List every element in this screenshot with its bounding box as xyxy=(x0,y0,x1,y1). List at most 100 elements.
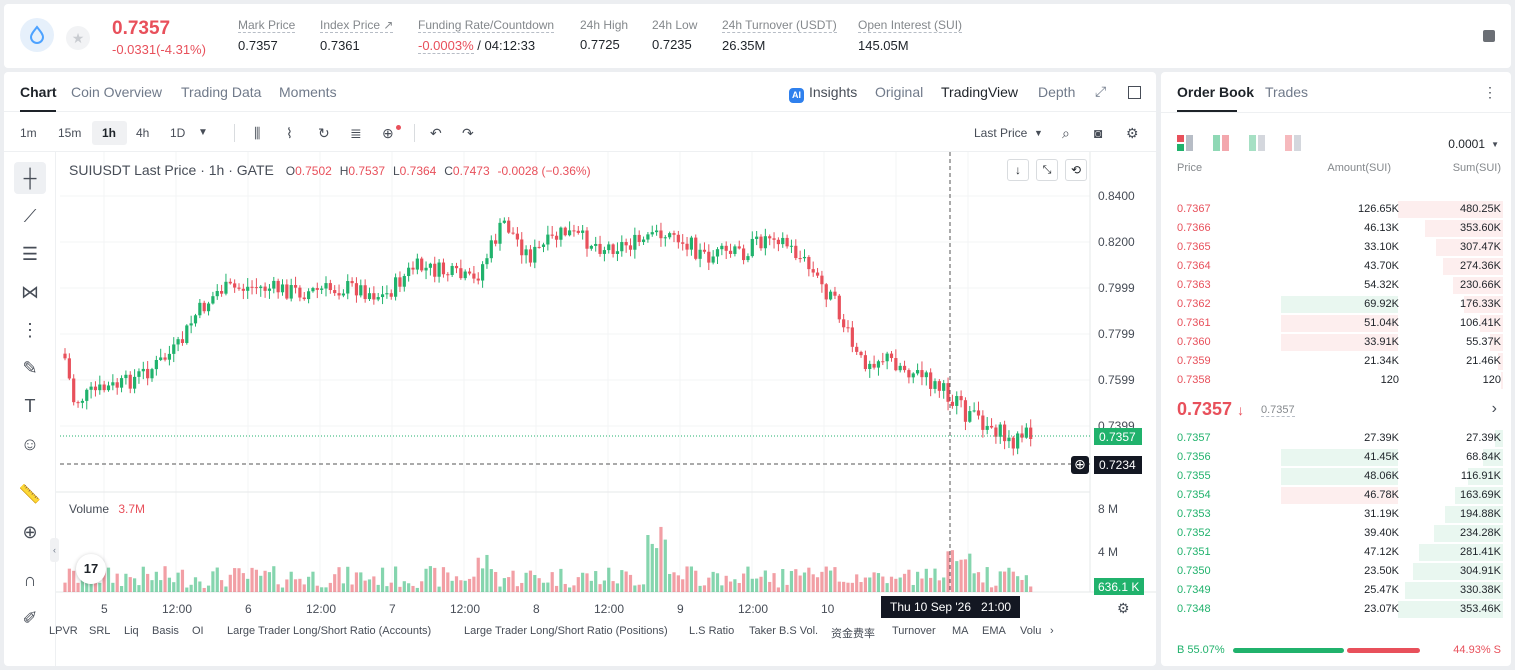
view-tradingview[interactable]: TradingView xyxy=(941,84,1019,100)
bid-row[interactable]: 0.7351 47.12K 281.41K xyxy=(1161,543,1511,562)
mid-price: 0.7357 ↓ xyxy=(1177,399,1244,420)
indicator-tab[interactable]: MA xyxy=(952,625,969,637)
tab-moments[interactable]: Moments xyxy=(279,84,337,100)
view-original[interactable]: Original xyxy=(875,84,924,100)
interval-dropdown-icon[interactable]: ▼ xyxy=(198,127,208,138)
indicator-tab[interactable]: Turnover xyxy=(892,625,936,637)
templates-icon[interactable]: ≣ xyxy=(350,125,362,141)
interval-4h[interactable]: 4h xyxy=(136,126,150,140)
axis-settings-icon[interactable]: ⚙ xyxy=(1117,600,1130,616)
indicator-tab[interactable]: OI xyxy=(192,625,204,637)
bid-row[interactable]: 0.7353 31.19K 194.88K xyxy=(1161,505,1511,524)
fib-icon[interactable]: ⋮ xyxy=(21,320,39,340)
depth-bar xyxy=(1398,601,1503,618)
bid-row[interactable]: 0.7348 23.07K 353.46K xyxy=(1161,600,1511,619)
bid-row[interactable]: 0.7357 27.39K 27.39K xyxy=(1161,429,1511,448)
zoom-in-icon[interactable]: ⊕ xyxy=(22,522,38,542)
ask-row[interactable]: 0.7360 33.91K 55.37K xyxy=(1161,333,1511,352)
stat-index-price[interactable]: Index Price ↗ 0.7361 xyxy=(320,18,394,53)
indicator-tab[interactable]: SRL xyxy=(89,625,111,637)
depth-bar xyxy=(1468,468,1503,485)
bid-row[interactable]: 0.7355 48.06K 116.91K xyxy=(1161,467,1511,486)
tab-order-book[interactable]: Order Book xyxy=(1177,84,1255,100)
ask-row[interactable]: 0.7361 51.04K 106.41K xyxy=(1161,314,1511,333)
bid-row[interactable]: 0.7354 46.78K 163.69K xyxy=(1161,486,1511,505)
window-mode-icon[interactable] xyxy=(1128,86,1141,99)
add-order-plus-icon[interactable]: ⊕ xyxy=(1071,456,1089,474)
emoji-icon[interactable]: ☺ xyxy=(20,434,40,454)
ask-row[interactable]: 0.7362 69.92K 176.33K xyxy=(1161,295,1511,314)
scroll-down-icon[interactable]: ↓ xyxy=(1007,159,1029,181)
indicator-tab[interactable]: LPVR xyxy=(49,625,78,637)
bid-row[interactable]: 0.7352 39.40K 234.28K xyxy=(1161,524,1511,543)
book-view-icons[interactable] xyxy=(1177,134,1317,152)
undo-icon[interactable]: ↶ xyxy=(430,125,442,141)
sell-ratio: 44.93% S xyxy=(1453,644,1501,656)
tab-trades[interactable]: Trades xyxy=(1265,84,1309,100)
ask-row[interactable]: 0.7363 54.32K 230.66K xyxy=(1161,276,1511,295)
ask-row[interactable]: 0.7364 43.70K 274.36K xyxy=(1161,257,1511,276)
tradingview-logo-icon[interactable]: 17 xyxy=(76,554,106,584)
price-type-dropdown-icon[interactable]: ▼ xyxy=(1034,128,1043,138)
indicators-icon[interactable]: ⌇ xyxy=(286,125,293,141)
favorite-star-icon[interactable]: ★ xyxy=(66,26,90,50)
candlestick-chart[interactable] xyxy=(4,72,1156,666)
volume-bar xyxy=(772,573,776,592)
refresh-icon[interactable]: ⟲ xyxy=(1065,159,1087,181)
indicator-tab[interactable]: Large Trader Long/Short Ratio (Positions… xyxy=(464,625,668,637)
ask-row[interactable]: 0.7365 33.10K 307.47K xyxy=(1161,238,1511,257)
search-icon[interactable]: ⌕ xyxy=(1062,125,1070,141)
interval-15m[interactable]: 15m xyxy=(58,126,82,140)
indicator-tab[interactable]: 资金费率 xyxy=(831,628,875,640)
indicator-scroll-right-icon[interactable]: › xyxy=(1050,625,1054,637)
indicator-tab[interactable]: Basis xyxy=(152,625,179,637)
indicator-tab[interactable]: EMA xyxy=(982,625,1006,637)
interval-1h[interactable]: 1h xyxy=(102,126,117,140)
precision-select[interactable]: 0.0001 xyxy=(1448,137,1485,151)
tab-trading-data[interactable]: Trading Data xyxy=(181,84,262,100)
candle-body xyxy=(67,358,71,379)
crosshair-icon[interactable]: ┼ xyxy=(14,162,46,194)
settings-gear-icon[interactable]: ⚙ xyxy=(1126,125,1139,141)
precision-dropdown-icon[interactable]: ▼ xyxy=(1491,140,1499,149)
interval-1m[interactable]: 1m xyxy=(20,126,37,140)
ask-row[interactable]: 0.7367 126.65K 480.25K xyxy=(1161,200,1511,219)
indicator-tab[interactable]: L.S Ratio xyxy=(689,625,735,637)
interval-1d[interactable]: 1D xyxy=(170,126,186,140)
expand-icon[interactable]: ⤢ xyxy=(1095,83,1107,99)
indicator-tab[interactable]: Large Trader Long/Short Ratio (Accounts) xyxy=(227,625,432,637)
candle-type-icon[interactable]: ⫼ xyxy=(254,125,261,141)
redo-icon[interactable]: ↷ xyxy=(462,125,474,141)
magnet-icon[interactable]: ∩ xyxy=(23,570,37,590)
insights-button[interactable]: AI Insights xyxy=(789,84,857,103)
text-tool-icon[interactable]: T xyxy=(24,396,36,416)
ruler-icon[interactable]: 📏 xyxy=(18,484,42,504)
ask-row[interactable]: 0.7366 46.13K 353.60K xyxy=(1161,219,1511,238)
bid-row[interactable]: 0.7356 41.45K 68.84K xyxy=(1161,448,1511,467)
more-options-icon[interactable]: ⋮ xyxy=(1483,84,1497,100)
book-icon[interactable] xyxy=(1483,30,1495,42)
indicator-tab[interactable]: Liq xyxy=(124,625,139,637)
bid-row[interactable]: 0.7350 23.50K 304.91K xyxy=(1161,562,1511,581)
trend-line-icon[interactable]: ⟋ xyxy=(23,206,37,226)
bid-row[interactable]: 0.7349 25.47K 330.38K xyxy=(1161,581,1511,600)
chevron-right-icon[interactable]: › xyxy=(1491,400,1497,417)
camera-icon[interactable]: ◙ xyxy=(1094,125,1103,141)
candle-body xyxy=(80,400,84,403)
horizontal-lines-icon[interactable]: ☰ xyxy=(21,244,39,264)
tab-coin-overview[interactable]: Coin Overview xyxy=(71,84,163,100)
add-alert-icon[interactable]: ⊕ xyxy=(382,125,394,141)
collapse-panel-icon[interactable]: ‹ xyxy=(50,538,59,562)
tab-chart[interactable]: Chart xyxy=(20,84,57,100)
indicator-tab[interactable]: Taker B.S Vol. xyxy=(749,625,819,637)
eraser-icon[interactable]: ✐ xyxy=(22,608,38,628)
brush-icon[interactable]: ✎ xyxy=(22,358,38,378)
collapse-icon[interactable]: ⤡ xyxy=(1036,159,1058,181)
indicator-tab[interactable]: Volu xyxy=(1020,625,1042,637)
compare-icon[interactable]: ↻ xyxy=(318,125,330,141)
pattern-icon[interactable]: ⋈ xyxy=(21,282,39,302)
ask-row[interactable]: 0.7359 21.34K 21.46K xyxy=(1161,352,1511,371)
ask-row[interactable]: 0.7358 120 120 xyxy=(1161,371,1511,390)
view-depth[interactable]: Depth xyxy=(1038,84,1076,100)
price-type-select[interactable]: Last Price xyxy=(974,126,1028,140)
